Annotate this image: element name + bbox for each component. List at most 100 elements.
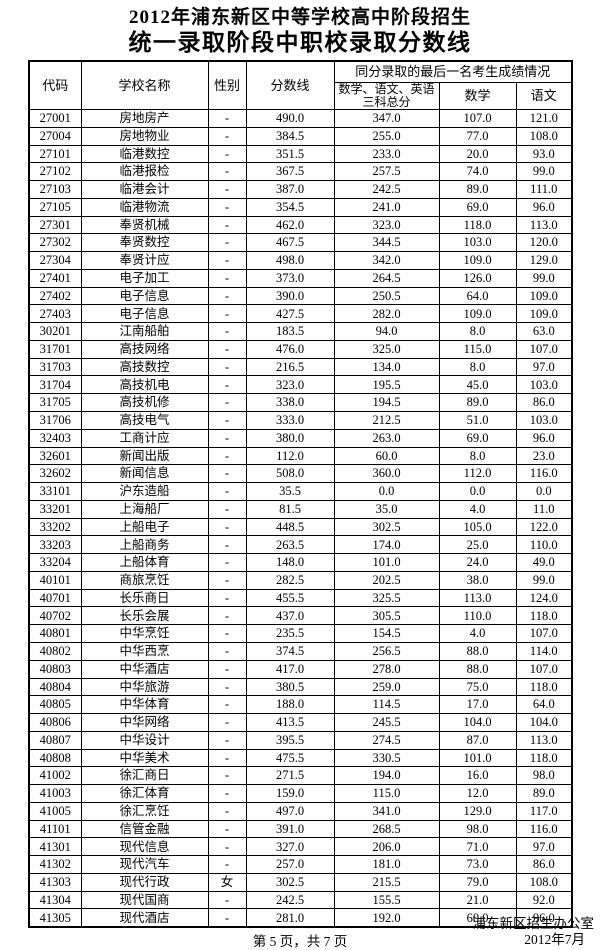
- cell-math: 110.0: [438, 606, 517, 626]
- cell-chinese: 23.0: [515, 446, 573, 466]
- table-row: 41002 徐汇商日 -271.5 194.0 16.0 98.0: [28, 766, 573, 786]
- cell-code: 40804: [28, 677, 82, 697]
- cell-school: 现代汽车: [80, 855, 209, 874]
- cell-school: 江南船舶: [80, 322, 209, 341]
- table-row: 27103 临港会计 -387.0 242.5 89.0 111.0: [28, 180, 573, 199]
- cell-three-subject-total: 259.0: [333, 677, 440, 697]
- cell-school: 商旅烹饪: [80, 570, 209, 590]
- cell-code: 40702: [28, 606, 82, 626]
- cell-three-subject-total: 0.0: [333, 482, 440, 501]
- cell-school: 徐汇烹饪: [80, 801, 209, 821]
- cell-three-subject-total: 325.0: [333, 339, 440, 359]
- cell-math: 115.0: [438, 339, 517, 359]
- cell-school: 中华网络: [80, 713, 209, 732]
- cell-math: 25.0: [438, 535, 517, 555]
- cell-cutoff: 81.5: [245, 499, 335, 519]
- cell-three-subject-total: 154.5: [333, 624, 440, 643]
- cell-chinese: 64.0: [515, 695, 573, 715]
- cell-cutoff: 327.0: [245, 837, 335, 857]
- cell-gender: -: [207, 322, 247, 341]
- cell-school: 中华美术: [80, 748, 209, 768]
- cell-math: 12.0: [438, 784, 517, 803]
- cell-cutoff: 390.0: [245, 286, 335, 306]
- cell-gender: -: [207, 144, 247, 164]
- cell-school: 中华西烹: [80, 641, 209, 661]
- cell-three-subject-total: 114.5: [333, 695, 440, 715]
- cell-cutoff: 417.0: [245, 659, 335, 679]
- cell-chinese: 103.0: [515, 375, 573, 395]
- table-row: 33202 上船电子 -448.5 302.5 105.0 122.0: [28, 517, 573, 537]
- cell-school: 中华旅游: [80, 677, 209, 697]
- cell-chinese: 99.0: [515, 268, 573, 288]
- table-row: 27004 房地物业 -384.5 255.0 77.0 108.0: [28, 126, 573, 146]
- cell-gender: -: [207, 180, 247, 199]
- cell-code: 27402: [28, 286, 82, 306]
- cell-gender: -: [207, 837, 247, 857]
- cell-cutoff: 35.5: [245, 482, 335, 501]
- table-row: 40803 中华酒店 -417.0 278.0 88.0 107.0: [28, 659, 573, 679]
- cell-cutoff: 497.0: [245, 801, 335, 821]
- table-row: 32403 工商计应 -380.0 263.0 69.0 96.0: [28, 428, 573, 448]
- cell-three-subject-total: 282.0: [333, 304, 440, 324]
- table-row: 40808 中华美术 -475.5 330.5 101.0 118.0: [28, 748, 573, 768]
- table-row: 27001 房地房产 -490.0 347.0 107.0 121.0: [28, 109, 573, 128]
- table-row: 33204 上船体育 -148.0 101.0 24.0 49.0: [28, 553, 573, 572]
- cell-chinese: 116.0: [515, 819, 573, 839]
- cell-three-subject-total: 360.0: [333, 464, 440, 484]
- header-code: 代码: [28, 60, 82, 110]
- footer-page-number: 第 5 页，共 7 页: [252, 934, 348, 949]
- cell-code: 27001: [28, 109, 82, 128]
- table-row: 31703 高技数控 -216.5 134.0 8.0 97.0: [28, 357, 573, 377]
- cell-school: 房地物业: [80, 126, 209, 146]
- cell-chinese: 49.0: [515, 553, 573, 572]
- cell-gender: -: [207, 908, 247, 928]
- cell-code: 27101: [28, 144, 82, 164]
- cell-gender: -: [207, 109, 247, 128]
- cell-school: 徐汇体育: [80, 784, 209, 803]
- cell-school: 房地房产: [80, 109, 209, 128]
- cell-chinese: 107.0: [515, 659, 573, 679]
- cell-school: 奉贤计应: [80, 251, 209, 270]
- cell-gender: -: [207, 713, 247, 732]
- page-title-line1: 2012年浦东新区中等学校高中阶段招生: [128, 7, 471, 28]
- table-row: 40805 中华体育 -188.0 114.5 17.0 64.0: [28, 695, 573, 715]
- cell-chinese: 96.0: [515, 908, 573, 928]
- cell-cutoff: 183.5: [245, 322, 335, 341]
- cell-code: 41101: [28, 819, 82, 839]
- cell-math: 16.0: [438, 766, 517, 786]
- cell-code: 32602: [28, 464, 82, 484]
- header-gender: 性别: [207, 60, 247, 110]
- cell-code: 27102: [28, 162, 82, 182]
- cell-three-subject-total: 174.0: [333, 535, 440, 555]
- cell-three-subject-total: 305.5: [333, 606, 440, 626]
- cell-cutoff: 242.5: [245, 890, 335, 910]
- cell-math: 73.0: [438, 855, 517, 874]
- cell-code: 27304: [28, 251, 82, 270]
- cell-chinese: 107.0: [515, 339, 573, 359]
- table-row: 41305 现代酒店 -281.0 192.0 60.0 96.0: [28, 908, 573, 928]
- cell-school: 电子加工: [80, 268, 209, 288]
- cell-gender: -: [207, 641, 247, 661]
- cell-gender: -: [207, 446, 247, 466]
- cell-cutoff: 380.5: [245, 677, 335, 697]
- cell-chinese: 117.0: [515, 801, 573, 821]
- cell-code: 31706: [28, 411, 82, 430]
- cell-math: 0.0: [438, 482, 517, 501]
- cell-chinese: 98.0: [515, 766, 573, 786]
- cell-chinese: 103.0: [515, 411, 573, 430]
- table-row: 32602 新闻信息 -508.0 360.0 112.0 116.0: [28, 464, 573, 484]
- cell-three-subject-total: 344.5: [333, 233, 440, 253]
- cell-gender: -: [207, 855, 247, 874]
- cell-code: 31704: [28, 375, 82, 395]
- cell-three-subject-total: 35.0: [333, 499, 440, 519]
- table-row: 41003 徐汇体育 -159.0 115.0 12.0 89.0: [28, 784, 573, 803]
- cell-math: 64.0: [438, 286, 517, 306]
- cell-code: 27401: [28, 268, 82, 288]
- cell-three-subject-total: 250.5: [333, 286, 440, 306]
- cell-math: 4.0: [438, 499, 517, 519]
- table-row: 31706 高技电气 -333.0 212.5 51.0 103.0: [28, 411, 573, 430]
- cell-math: 20.0: [438, 144, 517, 164]
- cell-code: 41002: [28, 766, 82, 786]
- cell-chinese: 97.0: [515, 837, 573, 857]
- cell-chinese: 121.0: [515, 109, 573, 128]
